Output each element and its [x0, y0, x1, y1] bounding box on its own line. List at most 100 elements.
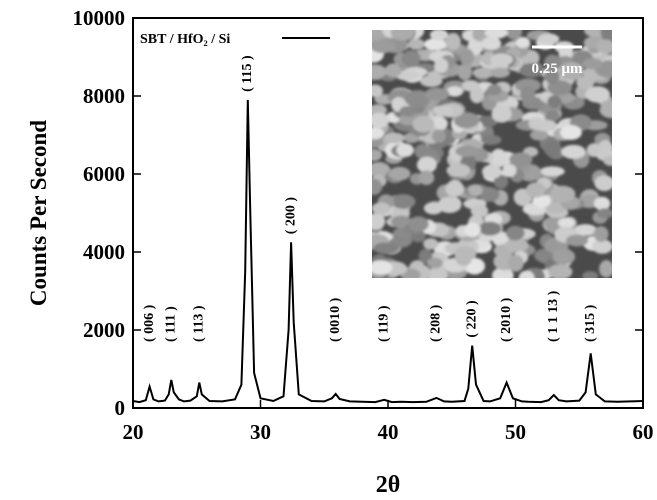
peak-label: ( 200 ) — [283, 197, 298, 235]
y-tick-label: 8000 — [83, 84, 125, 108]
grain — [412, 116, 434, 133]
y-tick-label: 6000 — [83, 162, 125, 186]
grain — [427, 258, 443, 269]
chart: 0.25 μm Counts Per Second 2θ SBT / HfO₂ … — [0, 0, 657, 500]
grain — [367, 85, 382, 98]
grain — [519, 271, 535, 285]
peak-label: ( 113 ) — [192, 305, 207, 342]
grain — [603, 156, 619, 166]
y-axis-label: Counts Per Second — [26, 120, 51, 306]
grain — [482, 165, 502, 179]
grain — [506, 226, 525, 241]
y-tick-label: 0 — [115, 396, 126, 420]
y-tick-label: 4000 — [83, 240, 125, 264]
grain — [492, 105, 512, 123]
grain — [384, 133, 405, 144]
grain — [561, 145, 586, 159]
grain — [409, 216, 429, 231]
grain — [396, 143, 414, 157]
grain — [520, 86, 535, 102]
grain — [408, 39, 424, 50]
x-tick-label: 20 — [123, 420, 144, 444]
grain — [434, 58, 448, 73]
grain — [528, 117, 544, 130]
peak-label: ( 119 ) — [376, 305, 391, 342]
grain — [424, 38, 447, 50]
grain — [402, 50, 421, 67]
grain — [479, 222, 502, 236]
grain — [585, 86, 610, 102]
page: {"chart_data": { "type": "line", "x_labe… — [0, 0, 657, 500]
legend-label: SBT / HfO₂ / Si — [140, 32, 230, 47]
grain — [487, 84, 502, 95]
grain — [548, 264, 573, 279]
peak-label: ( 111 ) — [163, 306, 178, 342]
grain — [423, 238, 438, 249]
grain — [364, 149, 382, 161]
grain — [485, 27, 508, 39]
grain — [576, 76, 594, 89]
grain — [432, 129, 446, 142]
grain — [445, 181, 464, 197]
grain — [462, 80, 480, 92]
grain — [594, 197, 610, 211]
grain — [594, 175, 614, 191]
scale-label: 0.25 μm — [532, 61, 584, 77]
grain — [600, 102, 624, 118]
grain — [364, 127, 385, 139]
grain — [430, 29, 448, 40]
grain — [468, 184, 482, 195]
grain — [428, 266, 448, 284]
grain — [400, 106, 417, 117]
x-tick-label: 50 — [505, 420, 526, 444]
grain — [508, 255, 523, 272]
grain — [558, 217, 575, 228]
grain — [419, 170, 435, 185]
grain — [481, 37, 501, 50]
grain — [370, 39, 395, 53]
grain — [509, 152, 532, 166]
peak-label: ( 208 ) — [429, 304, 444, 342]
grain — [550, 186, 576, 203]
grain — [391, 25, 415, 41]
peak-label: ( 0010 ) — [328, 297, 343, 342]
y-tick-label: 10000 — [73, 6, 126, 30]
grain — [464, 222, 480, 237]
grain — [502, 164, 516, 177]
grain — [547, 95, 561, 107]
x-tick-label: 30 — [250, 420, 271, 444]
grain — [566, 235, 588, 247]
grain — [447, 164, 471, 177]
grain — [516, 37, 530, 48]
grain — [553, 249, 576, 265]
grain — [505, 22, 522, 40]
grain — [560, 125, 582, 140]
grain — [597, 208, 613, 218]
grain — [540, 166, 565, 176]
peak-label: ( 315 ) — [583, 304, 598, 342]
grain — [365, 179, 382, 195]
grain — [445, 33, 460, 50]
grain — [389, 167, 411, 180]
grain — [369, 113, 389, 129]
grain — [582, 271, 598, 281]
grain — [372, 202, 391, 214]
grain — [583, 58, 602, 69]
x-tick-label: 60 — [633, 420, 654, 444]
x-axis-label: 2θ — [376, 472, 401, 498]
grain — [481, 135, 502, 145]
grain — [385, 63, 402, 77]
grain — [599, 260, 614, 277]
grain — [373, 243, 399, 254]
grain — [538, 34, 560, 45]
grain — [454, 246, 476, 260]
grain — [504, 239, 528, 252]
grain — [597, 40, 615, 54]
grain — [455, 145, 478, 157]
grain — [425, 88, 450, 101]
x-tick-label: 40 — [378, 420, 399, 444]
grain — [526, 182, 546, 197]
peak-label: ( 1 1 13 ) — [546, 290, 561, 342]
grain — [544, 141, 559, 157]
inset-grains — [361, 22, 624, 286]
